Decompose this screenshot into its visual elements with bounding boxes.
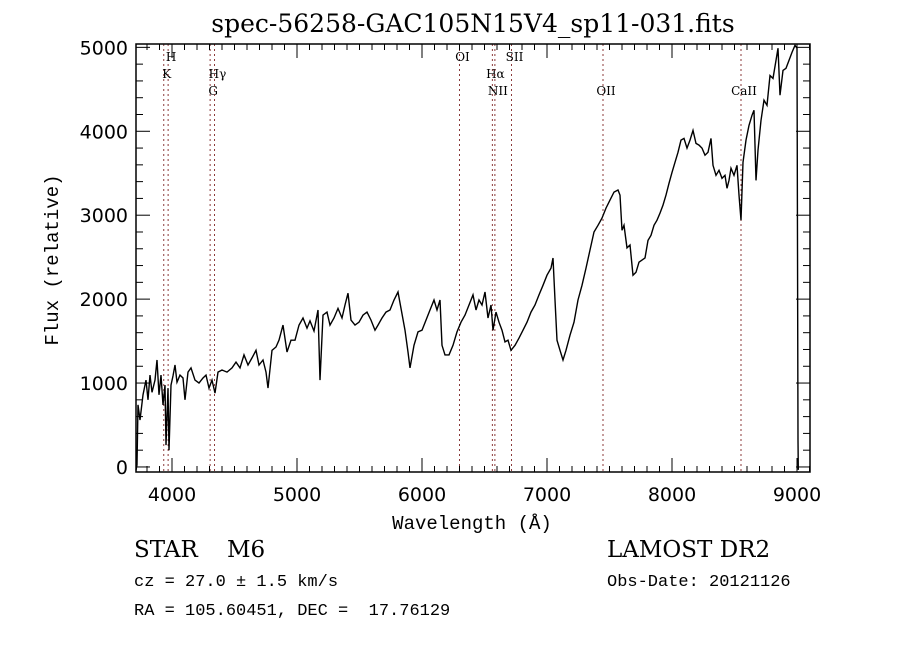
survey-name: LAMOST DR2 xyxy=(607,537,771,563)
line-marker-label: G xyxy=(208,84,218,98)
line-marker-label: K xyxy=(162,67,172,81)
line-marker-label: OII xyxy=(596,84,616,98)
y-tick-label: 3000 xyxy=(80,205,128,227)
x-tick-label: 7000 xyxy=(523,484,571,506)
y-axis-label: Flux (relative) xyxy=(42,174,64,345)
x-axis-label: Wavelength (Å) xyxy=(392,513,552,535)
spectrum-line-spectrum xyxy=(135,43,799,471)
ra-dec-coordinates: RA = 105.60451, DEC = 17.76129 xyxy=(134,602,451,621)
y-tick-label: 4000 xyxy=(80,121,128,143)
axis-ticks xyxy=(136,44,810,472)
x-tick-label: 8000 xyxy=(648,484,696,506)
line-marker-label: OI xyxy=(455,50,470,64)
line-marker-label: NII xyxy=(488,84,508,98)
y-tick-label: 0 xyxy=(116,457,128,479)
axis-tick-labels: 4000 5000 6000 7000 8000 9000 0 1000 2000 3000 400… xyxy=(80,37,822,506)
line-marker-label: Hγ xyxy=(209,67,227,81)
y-tick-label: 2000 xyxy=(80,289,128,311)
spectral-line-markers: KHGHγOIHαNIISIIOIICaII xyxy=(162,44,757,472)
x-tick-label: 5000 xyxy=(273,484,321,506)
redshift-cz: cz = 27.0 ± 1.5 km/s xyxy=(134,573,339,592)
line-marker-label: CaII xyxy=(731,84,757,98)
plot-frame xyxy=(135,43,811,473)
observation-date: Obs-Date: 20121126 xyxy=(607,573,791,592)
spectrum-series xyxy=(135,43,799,471)
x-tick-label: 9000 xyxy=(773,484,821,506)
y-tick-label: 1000 xyxy=(80,373,128,395)
chart-title: spec-56258-GAC105N15V4_sp11-031.fits xyxy=(211,9,734,38)
line-marker-label: H xyxy=(166,50,176,64)
y-tick-label: 5000 xyxy=(80,37,128,59)
line-marker-label: SII xyxy=(506,50,524,64)
x-tick-label: 4000 xyxy=(148,484,196,506)
object-class: STAR M6 xyxy=(134,537,266,563)
x-tick-label: 6000 xyxy=(398,484,446,506)
